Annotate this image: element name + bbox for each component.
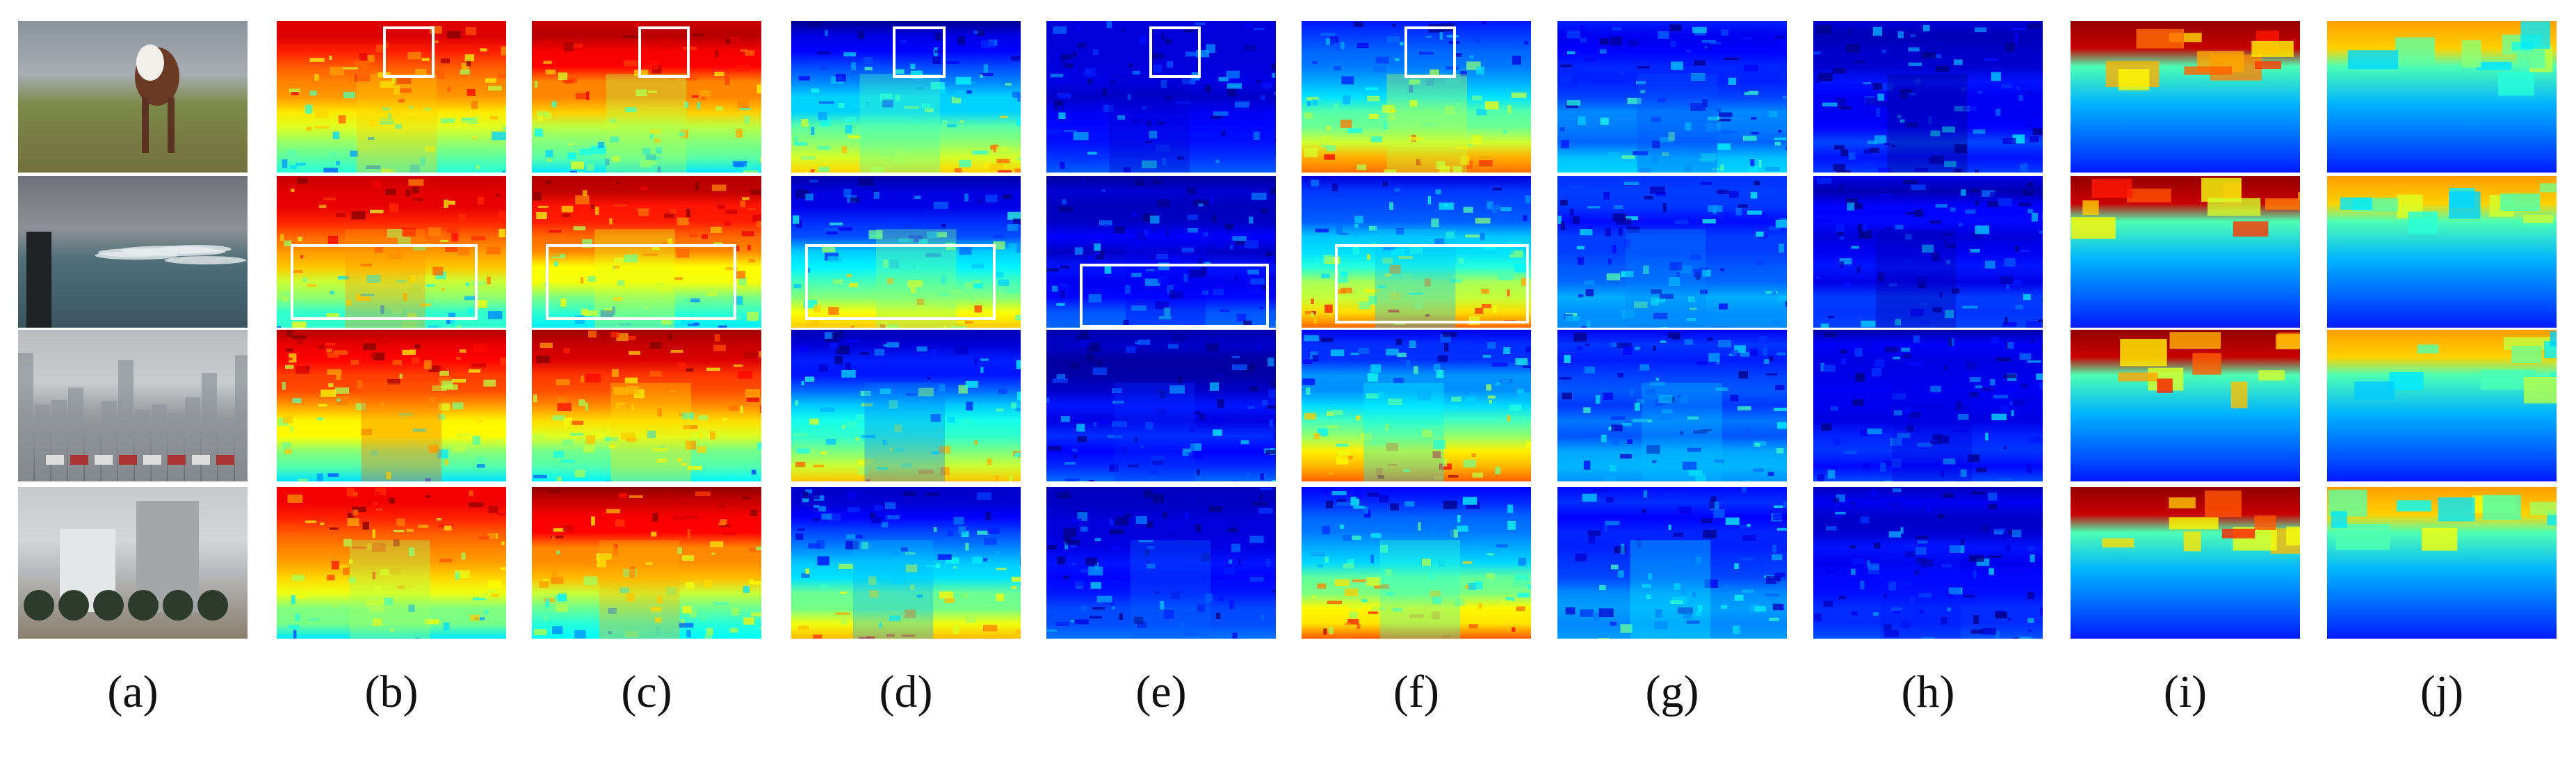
panel-a-row-4	[18, 487, 248, 639]
panel-h-row-2	[1813, 176, 2043, 328]
panel-b-row-2	[277, 176, 506, 328]
panel-label-f: (f)	[1393, 666, 1439, 717]
panel-c-row-3	[532, 330, 761, 481]
panel-label-h: (h)	[1901, 666, 1955, 717]
panel-f-row-4	[1302, 487, 1531, 639]
panel-a-row-1	[18, 21, 248, 173]
panel-g-row-4	[1557, 487, 1787, 639]
panel-a-row-3	[18, 330, 248, 481]
panel-i-row-4	[2071, 487, 2300, 639]
panel-d-row-4	[791, 487, 1021, 639]
panel-j-row-2	[2327, 176, 2557, 328]
panel-h-row-1	[1813, 21, 2043, 173]
panel-e-row-3	[1046, 330, 1276, 481]
highlight-box	[383, 26, 435, 78]
panel-f-row-3	[1302, 330, 1531, 481]
panel-i-row-3	[2071, 330, 2300, 481]
highlight-box	[638, 26, 690, 78]
panel-f-row-1	[1302, 21, 1531, 173]
highlight-box	[1404, 26, 1456, 78]
panel-d-row-3	[791, 330, 1021, 481]
panel-label-j: (j)	[2420, 666, 2464, 717]
panel-e-row-1	[1046, 21, 1276, 173]
highlight-box	[546, 244, 736, 320]
panel-e-row-2	[1046, 176, 1276, 328]
panel-c-row-1	[532, 21, 761, 173]
panel-e-row-4	[1046, 487, 1276, 639]
panel-f-row-2	[1302, 176, 1531, 328]
panel-h-row-4	[1813, 487, 2043, 639]
panel-h-row-3	[1813, 330, 2043, 481]
highlight-box	[893, 26, 946, 78]
panel-g-row-2	[1557, 176, 1787, 328]
highlight-box	[1335, 244, 1529, 323]
panel-g-row-1	[1557, 21, 1787, 173]
panel-i-row-2	[2071, 176, 2300, 328]
panel-j-row-1	[2327, 21, 2557, 173]
panel-c-row-4	[532, 487, 761, 639]
panel-c-row-2	[532, 176, 761, 328]
panel-g-row-3	[1557, 330, 1787, 481]
panel-b-row-4	[277, 487, 506, 639]
highlight-box	[1080, 264, 1269, 328]
panel-label-i: (i)	[2163, 666, 2208, 717]
panel-j-row-4	[2327, 487, 2557, 639]
panel-b-row-1	[277, 21, 506, 173]
highlight-box	[291, 244, 478, 320]
highlight-box	[1149, 26, 1201, 78]
panel-label-c: (c)	[621, 666, 672, 717]
panel-label-g: (g)	[1645, 666, 1699, 717]
panel-d-row-2	[791, 176, 1021, 328]
panel-d-row-1	[791, 21, 1021, 173]
panel-label-a: (a)	[107, 666, 159, 717]
panel-a-row-2	[18, 176, 248, 328]
panel-i-row-1	[2071, 21, 2300, 173]
highlight-box	[805, 244, 996, 320]
panel-label-d: (d)	[879, 666, 933, 717]
panel-b-row-3	[277, 330, 506, 481]
panel-j-row-3	[2327, 330, 2557, 481]
panel-label-e: (e)	[1135, 666, 1187, 717]
panel-label-b: (b)	[364, 666, 419, 717]
